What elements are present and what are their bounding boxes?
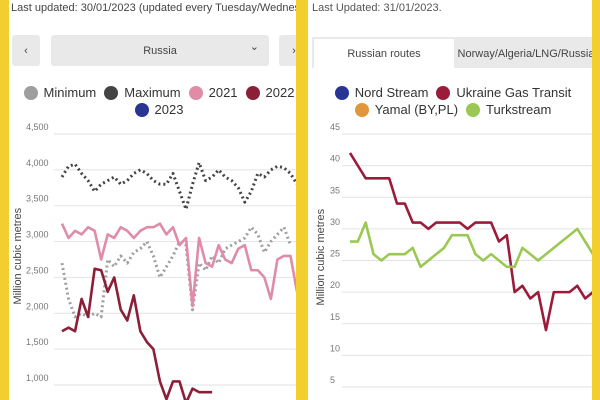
series-line-turkstream — [350, 221, 592, 269]
series-line-2021 — [60, 222, 296, 308]
y-tick-label: 5 — [330, 375, 335, 385]
last-updated-text: Last Updated: 31/01/2023. — [312, 2, 442, 14]
left-panel: Last updated: 30/01/2023 (updated every … — [9, 0, 296, 400]
next-button[interactable]: › — [279, 35, 296, 66]
chart-legend: Minimum Maximum 2021 2022 2023 — [9, 85, 296, 117]
y-tick-label: 1,500 — [26, 337, 49, 347]
series-line-2022 — [61, 267, 213, 400]
y-tick-label: 10 — [330, 343, 340, 353]
chevron-down-icon: ⌄ — [249, 41, 259, 53]
legend-label: 2021 — [208, 85, 238, 100]
legend-swatch-icon — [354, 102, 369, 117]
legend-swatch-icon — [104, 85, 119, 100]
y-tick-label: 20 — [330, 280, 340, 290]
y-tick-label: 15 — [330, 312, 340, 322]
right-panel: Last Updated: 31/01/2023. Russian routes… — [308, 0, 592, 400]
y-tick-label: 4,000 — [26, 158, 49, 168]
legend-item[interactable]: Minimum — [23, 85, 97, 100]
legend-label: Turkstream — [486, 102, 552, 117]
last-updated-text: Last updated: 30/01/2023 (updated every … — [11, 2, 296, 14]
legend-item[interactable]: Turkstream — [466, 102, 551, 117]
legend-swatch-icon — [436, 85, 451, 100]
legend-label: 2023 — [154, 102, 184, 117]
series-line-minimum — [60, 225, 292, 319]
legend-item[interactable]: Ukraine Gas Transit — [436, 85, 571, 100]
y-tick-label: 30 — [330, 217, 340, 227]
legend-swatch-icon — [334, 85, 349, 100]
legend-swatch-icon — [188, 85, 203, 100]
prev-button[interactable]: ‹ — [12, 35, 40, 66]
legend-swatch-icon — [23, 85, 38, 100]
legend-item[interactable]: 2023 — [134, 102, 184, 117]
y-tick-label: 45 — [330, 122, 340, 132]
y-tick-label: 40 — [330, 154, 340, 164]
country-select[interactable]: Russia ⌄ — [51, 35, 269, 66]
series-line-ukraine-gas-transit — [348, 152, 592, 332]
legend-label: Nord Stream — [354, 85, 429, 100]
tab-norway-algeria-lng-russia[interactable]: Norway/Algeria/LNG/Russia — [457, 47, 592, 60]
legend-item[interactable]: Maximum — [104, 85, 181, 100]
right-chart: 5 10 15 20 25 30 35 40 45 Million cubic metres — [315, 122, 592, 388]
y-tick-label: 35 — [330, 185, 340, 195]
legend-item[interactable]: Nord Stream — [334, 85, 429, 100]
country-select-value: Russia — [143, 44, 177, 57]
legend-label: 2022 — [265, 85, 295, 100]
y-tick-label: 2,000 — [26, 301, 49, 311]
y-tick-label: 3,500 — [26, 194, 49, 204]
legend-label: Maximum — [124, 85, 181, 100]
tab-russian-routes[interactable]: Russian routes — [314, 39, 454, 68]
legend-label: Minimum — [43, 85, 97, 100]
legend-label: Yamal (BY,PL) — [374, 102, 459, 117]
route-tabs: Russian routes Norway/Algeria/LNG/Russia — [312, 37, 592, 68]
chart-legend: Nord Stream Ukraine Gas Transit Yamal (BY,… — [328, 85, 578, 117]
legend-item[interactable]: 2021 — [188, 85, 238, 100]
y-axis-label: Million cubic metres — [12, 207, 24, 304]
legend-swatch-icon — [134, 102, 149, 117]
y-tick-label: 25 — [330, 249, 340, 259]
legend-swatch-icon — [466, 102, 481, 117]
y-tick-label: 2,500 — [26, 265, 49, 275]
legend-label: Ukraine Gas Transit — [456, 85, 572, 100]
legend-item[interactable]: 2022 — [245, 85, 295, 100]
left-chart: 1,000 1,500 2,000 2,500 3,000 3,500 4,000 4,500… — [12, 122, 296, 400]
y-tick-label: 3,000 — [26, 230, 49, 240]
y-axis-label: Million cubic metres — [315, 208, 327, 305]
legend-item[interactable]: Yamal (BY,PL) — [354, 102, 459, 117]
legend-swatch-icon — [245, 85, 260, 100]
y-tick-label: 4,500 — [26, 122, 49, 132]
y-tick-label: 1,000 — [26, 373, 49, 383]
